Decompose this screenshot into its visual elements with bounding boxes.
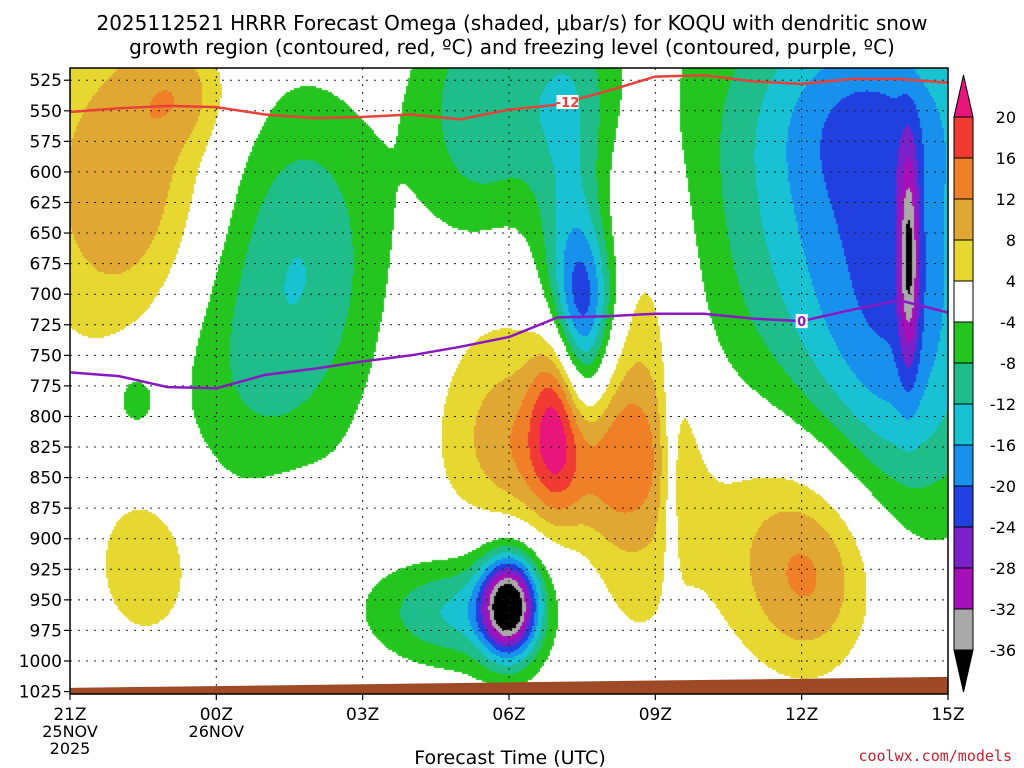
y-tick-label: 700: [30, 285, 62, 305]
x-tick-date-label: 25NOV: [42, 722, 98, 741]
y-tick-label: 775: [30, 377, 62, 397]
colorbar-label: -16: [990, 436, 1016, 455]
colorbar-label: 8: [1006, 231, 1016, 250]
x-tick-label: 09Z: [639, 705, 672, 725]
terrain-layer: [70, 676, 948, 694]
contour-lines: -12 0: [69, 74, 949, 390]
y-tick-label: 750: [30, 346, 62, 366]
dgz-contour-label-bg: [556, 94, 579, 109]
y-tick-label: 625: [30, 193, 62, 213]
colorbar-swatch: [953, 239, 974, 282]
colorbar-swatch: [953, 362, 974, 405]
y-tick-label: 825: [30, 438, 62, 458]
colorbar-label: 12: [996, 190, 1016, 209]
colorbar-label: 16: [996, 149, 1016, 168]
colorbar-swatch: [953, 321, 974, 364]
y-axis: 525 550 575 600 625 650 675 700 725 750 775 800 825 8…: [19, 71, 70, 703]
colorbar-swatch: [953, 567, 974, 610]
y-tick-label: 800: [30, 407, 62, 427]
freezing-level-label: 0: [797, 315, 806, 330]
y-tick-label: 925: [30, 560, 62, 580]
y-tick-label: 900: [30, 530, 62, 550]
colorbar-swatch: [953, 485, 974, 528]
y-tick-label: 875: [30, 499, 62, 519]
colorbar-label: -28: [990, 559, 1016, 578]
x-tick-label: 12Z: [785, 705, 818, 725]
colorbar-label: 4: [1006, 272, 1016, 291]
y-tick-label: 575: [30, 132, 62, 152]
dgz-contour-label: -12: [556, 96, 580, 111]
colorbar-label: -4: [1000, 313, 1016, 332]
y-tick-label: 1000: [19, 652, 62, 672]
y-tick-label: 525: [30, 71, 62, 91]
x-tick-date-label: 26NOV: [189, 722, 245, 741]
title-line-2: growth region (contoured, red, ºC) and f…: [129, 35, 895, 59]
y-tick-label: 550: [30, 102, 62, 122]
y-tick-label: 600: [30, 163, 62, 183]
x-tick-label: 03Z: [346, 705, 379, 725]
x-tick-label: 21Z: [53, 705, 86, 725]
colorbar-swatch: [953, 608, 974, 651]
colorbar-bottom-arrow: [953, 649, 974, 693]
colorbar-swatch: [953, 116, 974, 159]
colorbar-swatch: [953, 157, 974, 200]
y-tick-label: 850: [30, 469, 62, 489]
watermark: coolwx.com/models: [858, 747, 1012, 765]
colorbar-label: -32: [990, 600, 1016, 619]
colorbar-label: -24: [990, 518, 1016, 537]
colorbar-label: -8: [1000, 354, 1016, 373]
colorbar: 20 16 12 8 4 -4 -8 -12 -16 -20 -24 -28 -32 -36: [953, 74, 1016, 693]
colorbar-label: -36: [990, 641, 1016, 660]
colorbar-label: 20: [996, 108, 1016, 127]
y-tick-label: 950: [30, 591, 62, 611]
grid-lines: [70, 68, 948, 694]
colorbar-swatch: [953, 444, 974, 487]
colorbar-top-arrow: [953, 74, 974, 118]
freezing-level-label-bg: [795, 314, 808, 329]
x-tick-label: 06Z: [492, 705, 525, 725]
y-tick-label: 650: [30, 224, 62, 244]
x-tick-label: 15Z: [931, 705, 964, 725]
y-tick-label: 675: [30, 255, 62, 275]
x-tick-label: 00Z: [200, 705, 233, 725]
colorbar-label: -20: [990, 477, 1016, 496]
colorbar-swatch: [953, 526, 974, 569]
terrain-fill: [70, 676, 948, 694]
y-tick-label: 1025: [19, 683, 62, 703]
colorbar-swatch: [953, 198, 974, 241]
x-axis-label: Forecast Time (UTC): [414, 747, 605, 768]
colorbar-swatch: [953, 403, 974, 446]
y-tick-label: 975: [30, 621, 62, 641]
colorbar-label: -12: [990, 395, 1016, 414]
x-tick-year-label: 2025: [50, 739, 91, 758]
colorbar-swatch: [953, 280, 974, 323]
plot-area: -12 0: [69, 67, 949, 695]
title-line-1: 2025112521 HRRR Forecast Omega (shaded, …: [96, 11, 927, 35]
dgz-contour-line: [69, 74, 949, 121]
y-tick-label: 725: [30, 316, 62, 336]
